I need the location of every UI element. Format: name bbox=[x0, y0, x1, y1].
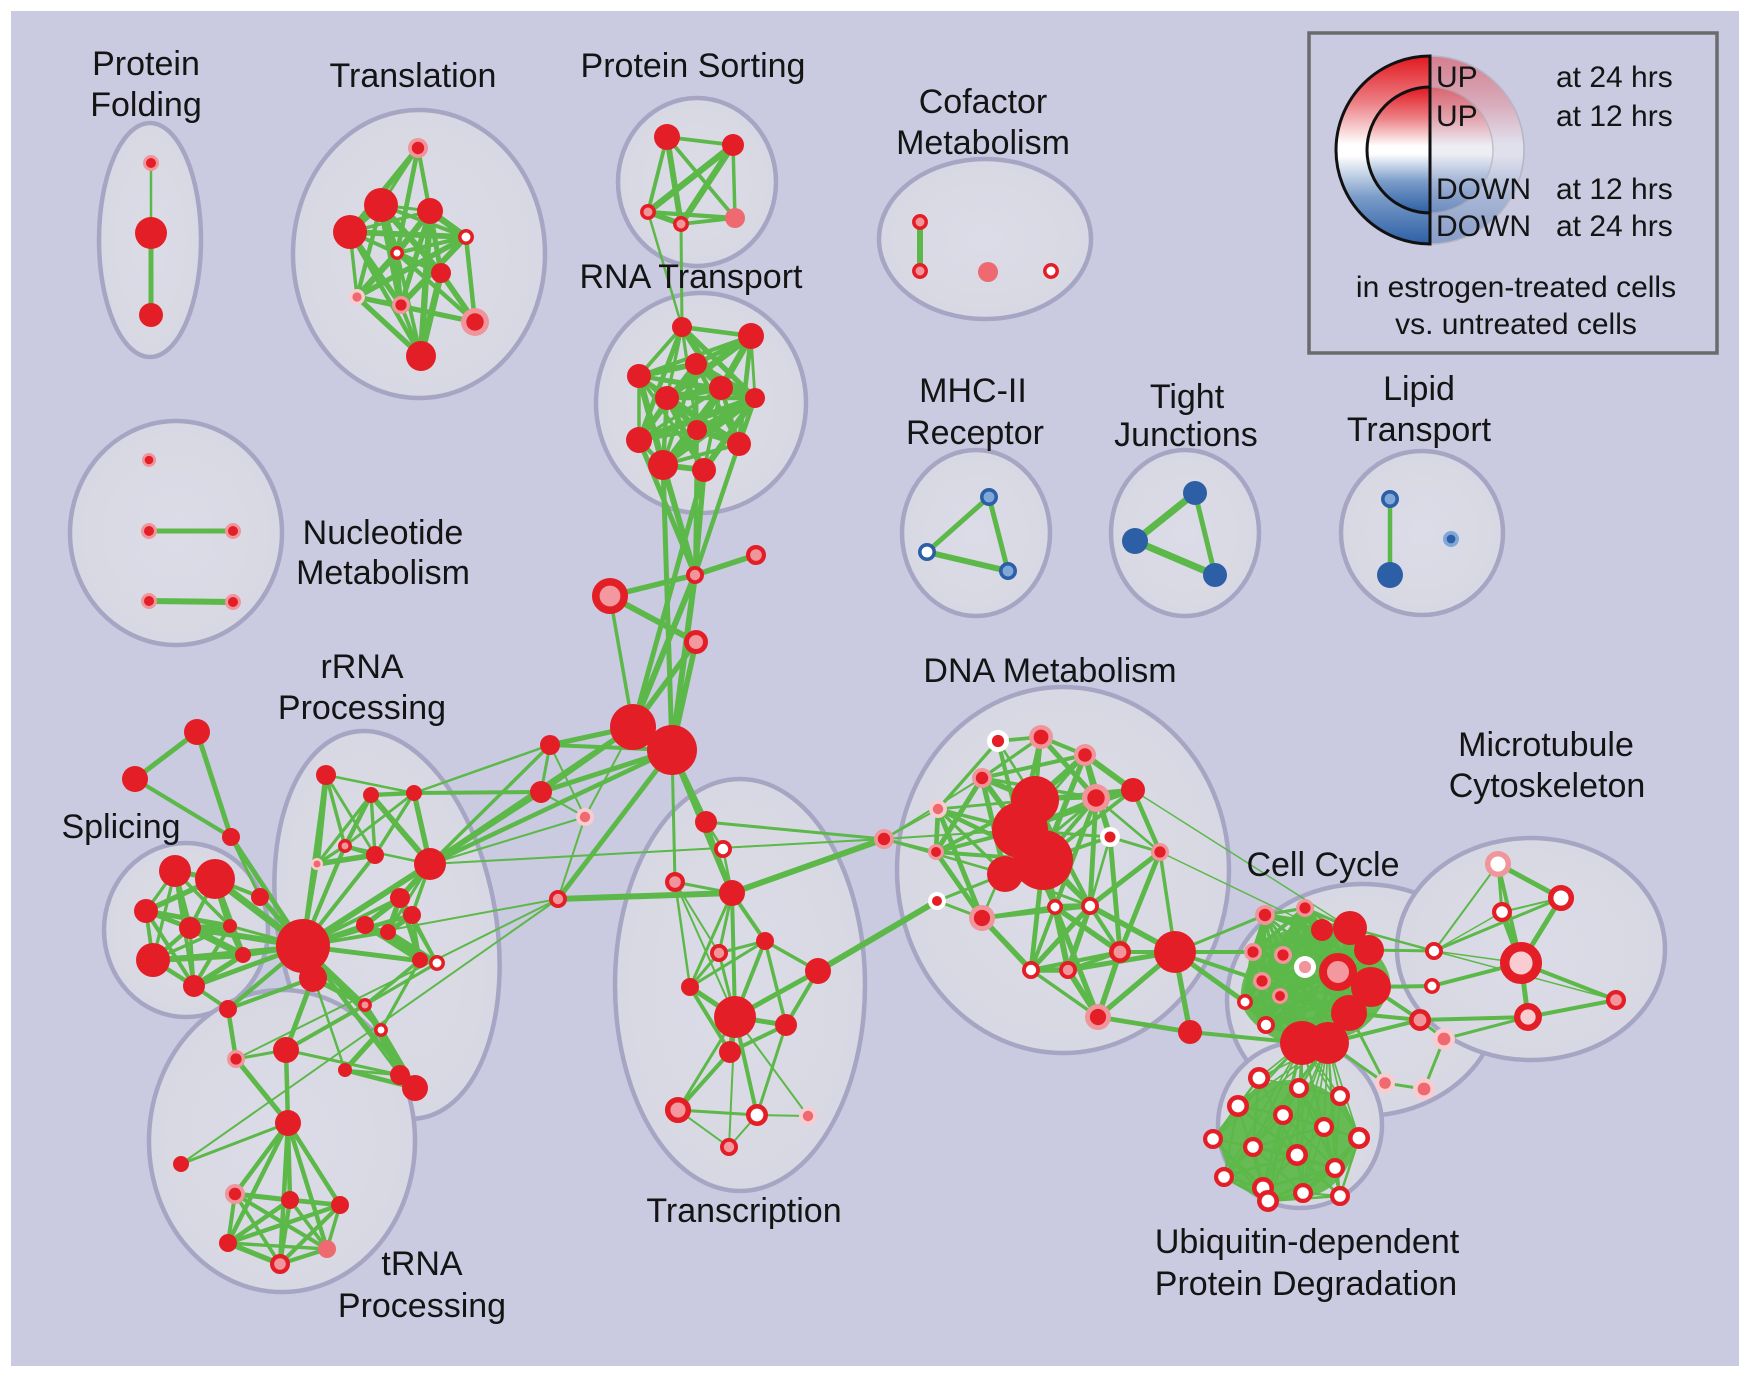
svg-text:DOWN: DOWN bbox=[1436, 173, 1531, 206]
svg-text:rRNA: rRNA bbox=[320, 648, 403, 686]
svg-text:tRNA: tRNA bbox=[381, 1245, 463, 1283]
svg-text:Nucleotide: Nucleotide bbox=[303, 514, 464, 552]
svg-text:UP: UP bbox=[1436, 100, 1478, 133]
svg-text:Metabolism: Metabolism bbox=[296, 554, 470, 592]
svg-text:in estrogen-treated cells: in estrogen-treated cells bbox=[1356, 271, 1676, 304]
svg-text:Processing: Processing bbox=[338, 1287, 506, 1325]
svg-text:DNA Metabolism: DNA Metabolism bbox=[923, 652, 1176, 690]
svg-text:Transcription: Transcription bbox=[646, 1192, 841, 1230]
svg-text:Cell Cycle: Cell Cycle bbox=[1246, 846, 1399, 884]
svg-text:at 24 hrs: at 24 hrs bbox=[1556, 61, 1673, 94]
svg-text:Protein: Protein bbox=[92, 45, 200, 83]
svg-text:Folding: Folding bbox=[90, 86, 202, 124]
svg-text:Receptor: Receptor bbox=[906, 414, 1044, 452]
svg-text:Metabolism: Metabolism bbox=[896, 124, 1070, 162]
svg-text:RNA Transport: RNA Transport bbox=[580, 258, 804, 296]
svg-text:Processing: Processing bbox=[278, 689, 446, 727]
svg-text:at 12 hrs: at 12 hrs bbox=[1556, 173, 1673, 206]
svg-text:vs. untreated cells: vs. untreated cells bbox=[1395, 308, 1637, 341]
svg-text:Splicing: Splicing bbox=[61, 808, 180, 846]
svg-text:at 12 hrs: at 12 hrs bbox=[1556, 100, 1673, 133]
svg-text:Lipid: Lipid bbox=[1383, 370, 1455, 408]
svg-text:Protein Sorting: Protein Sorting bbox=[581, 47, 806, 85]
svg-text:Tight: Tight bbox=[1150, 378, 1225, 416]
svg-text:Junctions: Junctions bbox=[1114, 416, 1258, 454]
svg-text:Protein Degradation: Protein Degradation bbox=[1155, 1265, 1457, 1303]
svg-text:Ubiquitin-dependent: Ubiquitin-dependent bbox=[1155, 1223, 1460, 1261]
svg-text:Cofactor: Cofactor bbox=[919, 83, 1048, 121]
svg-text:Translation: Translation bbox=[330, 57, 497, 95]
svg-text:Cytoskeleton: Cytoskeleton bbox=[1449, 767, 1646, 805]
svg-text:Microtubule: Microtubule bbox=[1458, 726, 1634, 764]
svg-text:DOWN: DOWN bbox=[1436, 210, 1531, 243]
svg-text:MHC-II: MHC-II bbox=[919, 372, 1027, 410]
svg-text:Transport: Transport bbox=[1347, 411, 1492, 449]
svg-text:UP: UP bbox=[1436, 61, 1478, 94]
svg-text:at 24 hrs: at 24 hrs bbox=[1556, 210, 1673, 243]
